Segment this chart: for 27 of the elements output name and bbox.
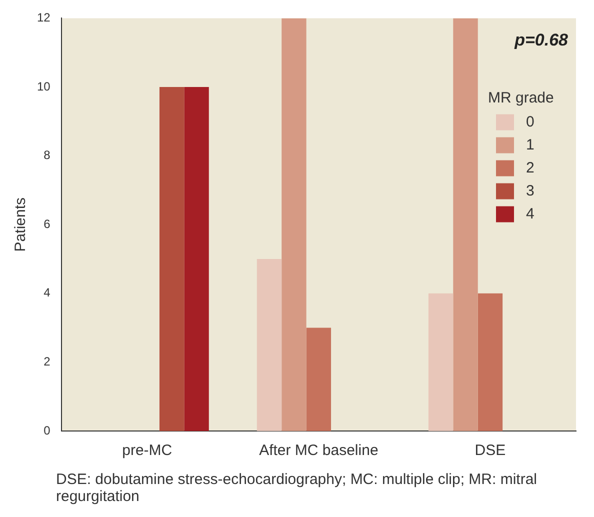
legend-title: MR grade [488,89,554,106]
x-tick-label: DSE [474,442,506,460]
annotation: p=0.68 [514,30,569,50]
bar [306,328,332,431]
y-tick-label: 10 [36,79,51,94]
bar [428,293,454,431]
y-tick-label: 6 [44,216,51,231]
legend-label: 2 [526,159,534,176]
legend-label: 1 [526,136,534,154]
bar [184,87,209,431]
bar [256,259,282,431]
x-tick-label: After MC baseline [259,442,378,460]
legend-label: 4 [526,205,534,222]
legend-label: 3 [526,182,534,200]
y-axis-title: Patients [12,198,30,252]
y-tick-label: 8 [44,148,51,162]
bar [453,18,478,431]
x-tick-label: pre-MC [122,442,172,460]
bar [159,87,184,431]
y-tick-label: 2 [44,354,51,369]
legend-label: 0 [526,113,534,130]
bar [282,18,306,431]
text: DSE: dobutamine stress-echocardiography; MC: multiple clip; MR: mitral regurgitation [56,471,538,505]
y-tick-label: 0 [44,423,51,438]
bar [478,293,503,431]
y-tick-label: 4 [44,286,51,300]
y-tick-label: 12 [36,10,51,25]
